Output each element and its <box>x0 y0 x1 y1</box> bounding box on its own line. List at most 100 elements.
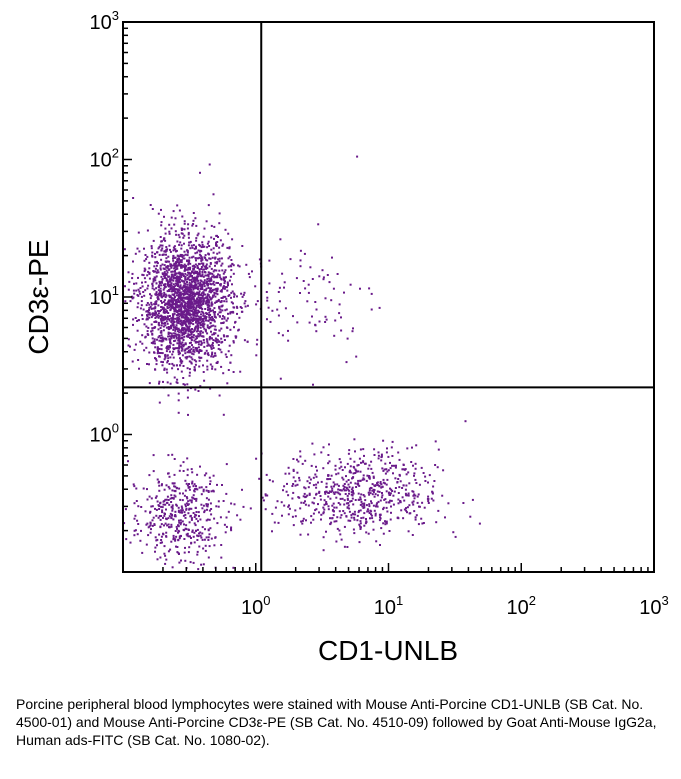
data-point <box>162 288 165 291</box>
data-point <box>222 413 225 416</box>
data-point <box>190 316 193 319</box>
data-point <box>169 300 172 303</box>
data-point <box>312 512 315 515</box>
data-point <box>193 541 196 544</box>
data-point <box>182 300 185 303</box>
data-point <box>379 513 382 516</box>
data-point <box>382 469 385 472</box>
data-point <box>411 501 414 504</box>
data-point <box>170 540 173 543</box>
data-point <box>211 367 214 370</box>
data-point <box>189 240 192 243</box>
data-point <box>201 308 204 310</box>
data-point <box>190 501 193 504</box>
data-point <box>325 318 328 321</box>
data-point <box>133 529 136 532</box>
data-point <box>154 536 157 539</box>
data-point <box>169 263 172 266</box>
data-point <box>170 321 173 323</box>
data-point <box>397 502 400 505</box>
data-point <box>164 303 167 306</box>
data-point <box>300 520 303 523</box>
data-point <box>141 342 144 345</box>
data-point <box>137 319 140 322</box>
data-point <box>220 257 223 260</box>
data-point <box>200 287 203 290</box>
data-point <box>139 287 142 289</box>
data-point <box>354 499 357 501</box>
data-point <box>210 490 213 493</box>
data-point <box>178 279 180 282</box>
data-point <box>297 496 300 499</box>
data-point <box>143 277 146 280</box>
data-point <box>195 237 198 240</box>
data-point <box>184 513 187 516</box>
data-point <box>151 524 154 527</box>
data-point <box>194 283 197 286</box>
data-point <box>157 350 159 353</box>
data-point <box>336 491 339 494</box>
data-point <box>152 239 155 242</box>
data-point <box>197 309 200 312</box>
data-point <box>169 285 172 288</box>
data-point <box>187 318 190 321</box>
data-point <box>152 342 155 345</box>
data-point <box>222 286 225 289</box>
data-point <box>361 505 364 508</box>
data-point <box>173 332 176 335</box>
data-point <box>341 469 344 471</box>
data-point <box>176 265 179 268</box>
data-point <box>379 544 381 546</box>
data-point <box>172 249 175 252</box>
data-point <box>192 285 195 287</box>
data-point <box>183 234 186 237</box>
data-point <box>178 335 181 338</box>
data-point <box>192 512 195 514</box>
data-point <box>189 309 191 312</box>
data-point <box>168 306 171 309</box>
data-point <box>196 327 199 330</box>
data-point <box>182 514 185 517</box>
data-point <box>159 264 162 267</box>
data-point <box>192 561 195 564</box>
data-point <box>339 533 342 536</box>
data-point <box>168 363 171 365</box>
data-point <box>194 388 197 391</box>
data-point <box>176 279 179 282</box>
data-point <box>179 298 182 301</box>
data-point <box>173 340 176 342</box>
data-point <box>317 223 320 226</box>
data-point <box>209 335 212 338</box>
data-point <box>359 528 362 530</box>
data-point <box>197 520 199 523</box>
data-point <box>331 487 334 490</box>
data-point <box>246 340 249 343</box>
data-point <box>156 262 159 265</box>
data-point <box>168 526 170 529</box>
data-point <box>184 307 187 310</box>
data-point <box>151 327 154 330</box>
x-tick-label: 100 <box>241 593 270 619</box>
data-point <box>207 498 210 501</box>
data-point <box>170 325 172 328</box>
data-point <box>167 331 170 334</box>
data-point <box>214 292 216 295</box>
data-point <box>127 460 129 463</box>
data-point <box>156 260 158 263</box>
data-point <box>408 482 411 485</box>
data-point <box>256 338 259 341</box>
data-point <box>225 276 227 279</box>
data-point <box>193 306 196 309</box>
data-point <box>162 325 165 328</box>
data-point <box>194 524 197 527</box>
data-point <box>186 327 189 330</box>
data-point <box>188 272 191 275</box>
data-point <box>164 318 167 321</box>
data-point <box>209 298 212 301</box>
data-point <box>186 383 189 386</box>
data-point <box>199 534 202 537</box>
data-point <box>412 494 415 497</box>
data-point <box>374 484 376 487</box>
data-point <box>142 291 145 293</box>
